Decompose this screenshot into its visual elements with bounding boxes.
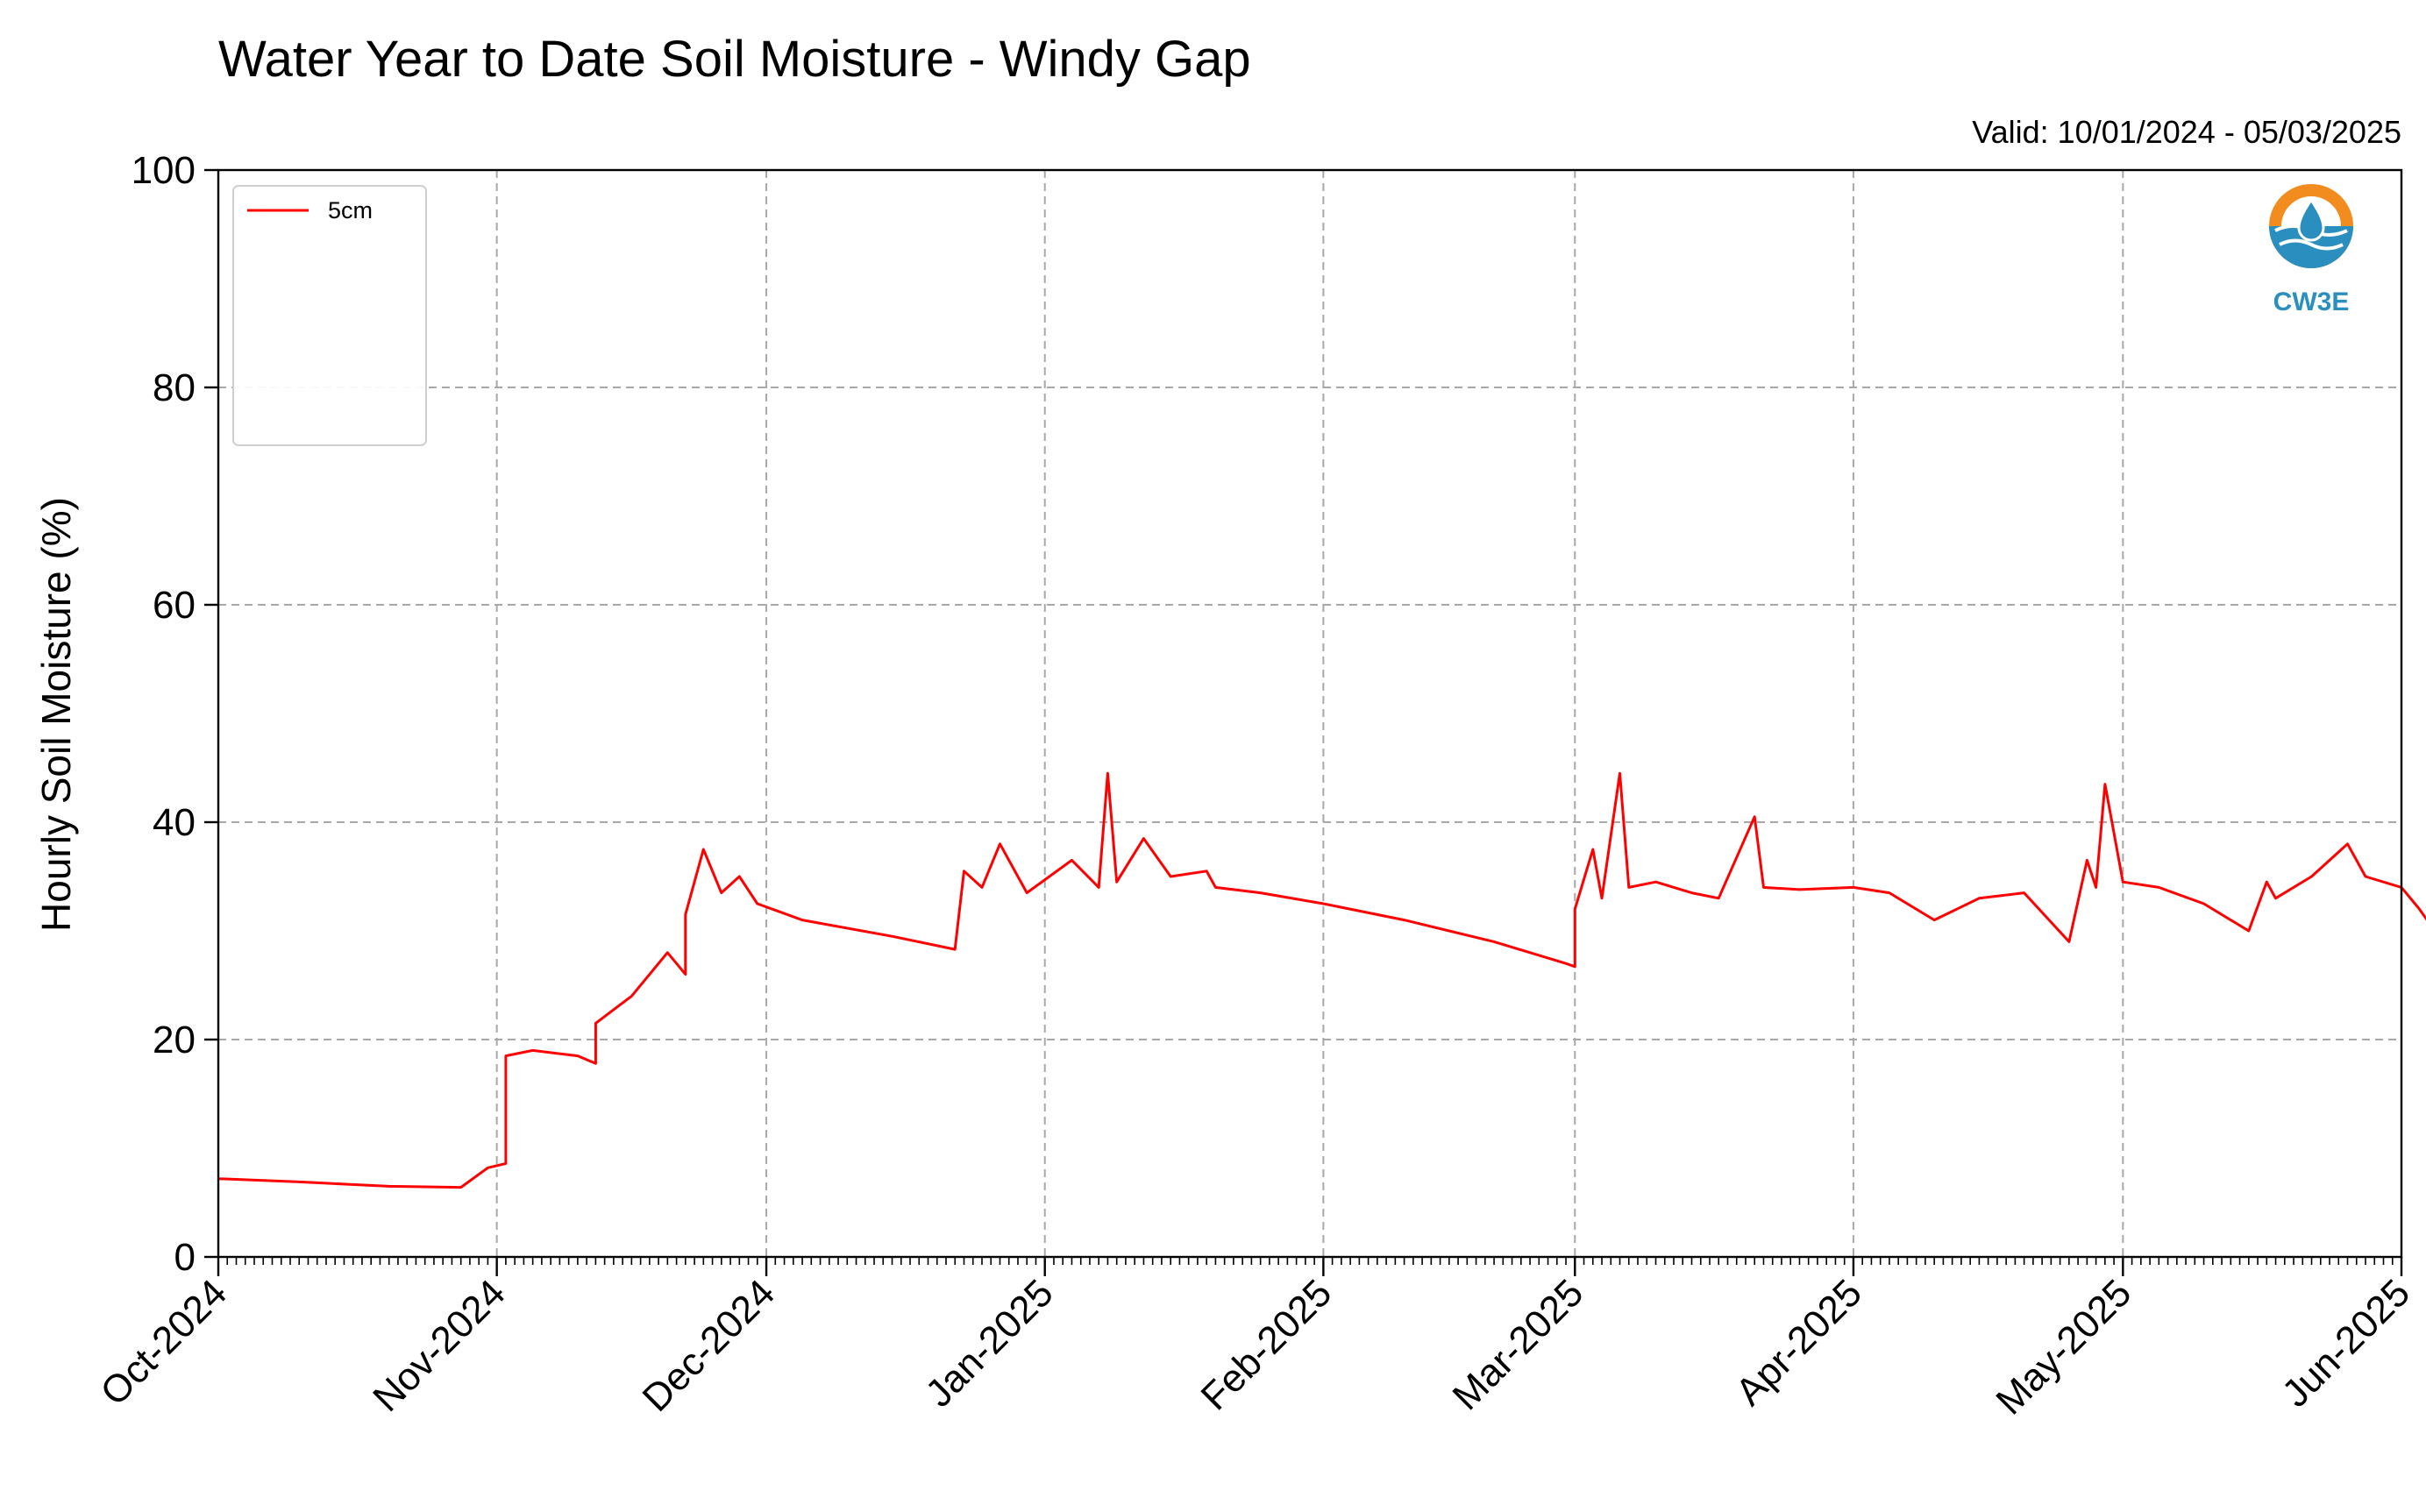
cw3e-logo-text: CW3E	[2273, 287, 2350, 316]
x-tick-label: May-2025	[1988, 1271, 2139, 1423]
axis-ticks	[204, 168, 2403, 1276]
y-tick-label: 40	[153, 801, 196, 844]
legend-entries: 5cm	[247, 197, 373, 224]
legend-label-5cm: 5cm	[328, 197, 373, 224]
y-tick-label: 80	[153, 366, 196, 409]
valid-date-range: Valid: 10/01/2024 - 05/03/2025	[1972, 114, 2401, 150]
x-tick-label: Mar-2025	[1445, 1271, 1592, 1418]
series-line-5cm	[217, 771, 2426, 1189]
series-lines	[217, 771, 2426, 1189]
grid-lines	[217, 169, 2402, 1258]
cw3e-logo-icon	[2269, 184, 2353, 268]
legend: 5cm	[232, 185, 427, 446]
x-tick-label: Apr-2025	[1727, 1271, 1870, 1414]
y-tick-label: 20	[153, 1019, 196, 1061]
y-tick-label: 60	[153, 584, 196, 627]
x-tick-labels: Oct-2024 Nov-2024 Dec-2024 Jan-2025 Feb-2025…	[92, 1271, 2418, 1423]
legend-box	[232, 185, 427, 446]
x-tick-label: Jun-2025	[2274, 1271, 2418, 1415]
y-axis-label: Hourly Soil Moisture (%)	[33, 497, 79, 932]
x-tick-label: Nov-2024	[365, 1271, 514, 1420]
cw3e-logo: CW3E	[2269, 184, 2353, 316]
y-tick-labels: 0 20 40 60 80 100	[132, 149, 196, 1279]
x-tick-label: Feb-2025	[1193, 1271, 1341, 1418]
y-tick-label: 0	[174, 1236, 196, 1279]
x-tick-label: Dec-2024	[635, 1271, 784, 1420]
x-tick-label: Jan-2025	[917, 1271, 1061, 1415]
plot-frame	[217, 168, 2403, 1259]
y-tick-label: 100	[132, 149, 196, 192]
x-tick-label: Oct-2024	[92, 1271, 235, 1414]
chart-title: Water Year to Date Soil Moisture - Windy…	[218, 31, 1251, 88]
